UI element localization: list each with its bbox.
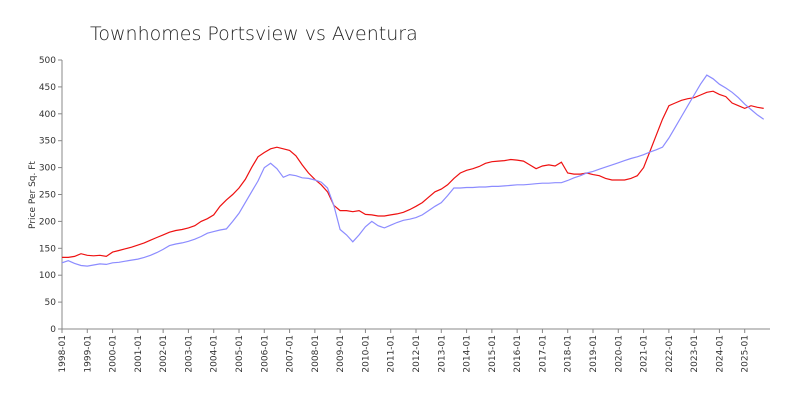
y-tick-label: 100	[39, 271, 56, 281]
y-tick-label: 300	[39, 164, 56, 174]
x-tick-label: 2015-01	[488, 335, 498, 373]
chart-title: Townhomes Portsview vs Aventura	[90, 23, 418, 45]
series-line	[62, 90, 764, 258]
x-tick-label: 2011-01	[387, 335, 397, 373]
y-axis-label: Price Per Sq. Ft	[28, 161, 38, 229]
x-tick-label: 2013-01	[437, 335, 447, 373]
y-tick-label: 200	[39, 217, 56, 227]
x-tick-label: 2022-01	[665, 335, 675, 373]
y-tick-label: 450	[39, 83, 56, 93]
x-tick-label: 2006-01	[260, 335, 270, 373]
y-tick-label: 50	[45, 298, 57, 308]
x-tick-label: 2020-01	[614, 335, 624, 373]
x-tick-label: 2014-01	[463, 335, 473, 373]
x-tick-label: 2008-01	[311, 335, 321, 373]
x-tick-label: 2001-01	[134, 335, 144, 373]
x-tick-label: 2007-01	[286, 335, 296, 373]
x-tick-label: 2024-01	[715, 335, 725, 373]
x-tick-label: 1999-01	[83, 335, 93, 373]
y-tick-label: 500	[39, 56, 56, 66]
x-tick-label: 2003-01	[184, 335, 194, 373]
x-tick-label: 2021-01	[640, 335, 650, 373]
x-tick-label: 1998-01	[58, 335, 68, 373]
x-tick-label: 2002-01	[159, 335, 169, 373]
series-line	[61, 74, 765, 267]
x-tick-label: 2010-01	[361, 335, 371, 373]
x-tick-label: 2000-01	[109, 335, 119, 373]
x-tick-label: 2023-01	[690, 335, 700, 373]
x-tick-label: 2016-01	[513, 335, 523, 373]
x-tick-label: 2018-01	[564, 335, 574, 373]
y-tick-label: 0	[50, 325, 56, 335]
x-tick-label: 2025-01	[741, 335, 751, 373]
y-tick-label: 250	[39, 191, 56, 201]
x-tick-label: 2009-01	[336, 335, 346, 373]
x-tick-label: 2017-01	[538, 335, 548, 373]
x-tick-label: 2005-01	[235, 335, 245, 373]
y-tick-label: 400	[39, 110, 56, 120]
y-tick-label: 350	[39, 137, 56, 147]
y-tick-label: 150	[39, 244, 56, 254]
x-tick-label: 2004-01	[210, 335, 220, 373]
x-tick-label: 2012-01	[412, 335, 422, 373]
x-tick-label: 2019-01	[589, 335, 599, 373]
